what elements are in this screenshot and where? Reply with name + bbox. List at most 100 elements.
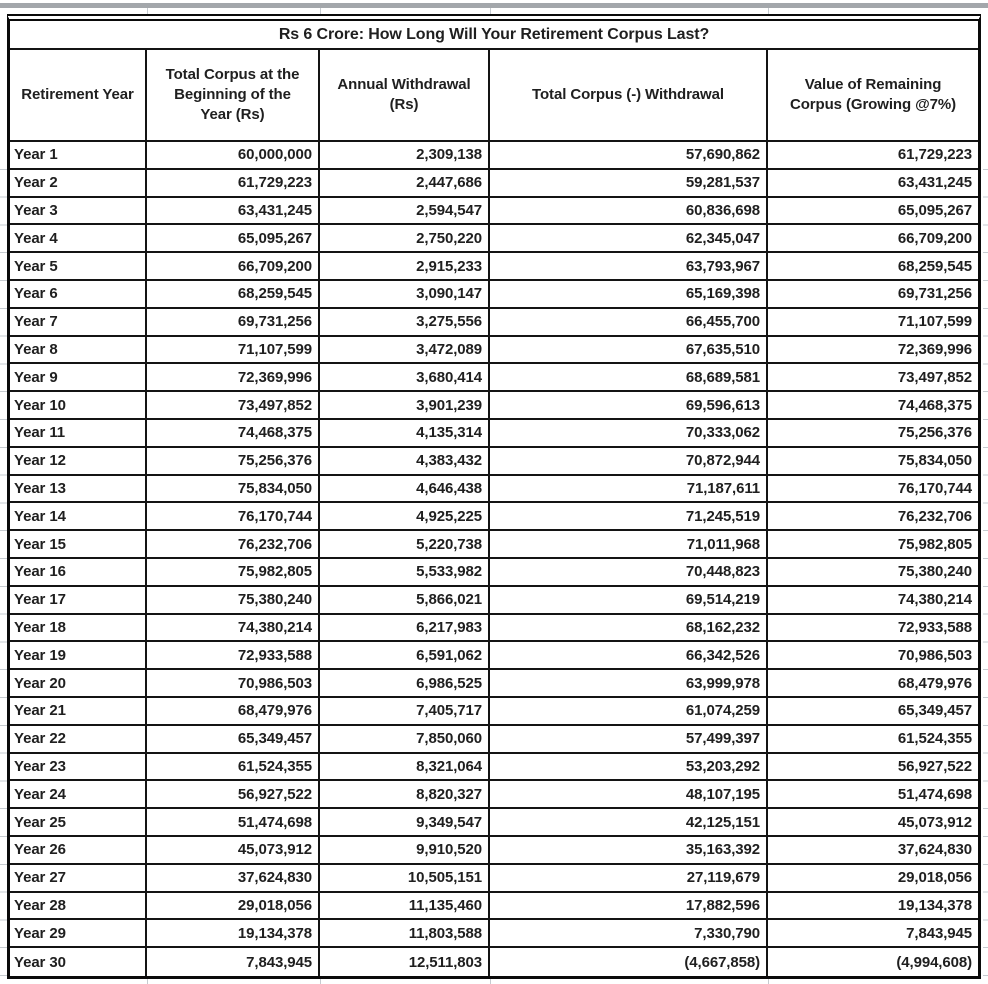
table-row: Year 7 69,731,256 3,275,556 66,455,700 71,10… — [10, 308, 978, 337]
table-row: Year 19 72,933,588 6,591,062 66,342,526 70,9… — [10, 642, 978, 671]
year-cell: Year 20 — [10, 670, 147, 696]
corpus-begin-cell: 69,731,256 — [147, 308, 320, 335]
table-row: Year 30 7,843,945 12,511,803 (4,667,858) (4,… — [10, 948, 978, 976]
corpus-minus-withdrawal-cell: 53,203,292 — [490, 753, 768, 780]
corpus-minus-withdrawal-cell: 70,333,062 — [490, 419, 768, 446]
row-gridlines-left-gutter — [0, 142, 7, 976]
withdrawal-cell: 11,803,588 — [320, 920, 490, 947]
corpus-minus-withdrawal-cell: 70,872,944 — [490, 447, 768, 474]
corpus-begin-cell: 66,709,200 — [147, 253, 320, 279]
year-cell: Year 13 — [10, 475, 147, 502]
remaining-value-cell: 74,380,214 — [897, 591, 972, 609]
table-row: Year 9 72,369,996 3,680,414 68,689,581 73,49… — [10, 364, 978, 393]
header-corpus-minus-withdrawal: Total Corpus (-) Withdrawal — [490, 50, 768, 140]
row-gridlines-right-gutter — [983, 142, 988, 976]
year-cell: Year 8 — [10, 336, 147, 363]
remaining-value-cell: 63,431,245 — [897, 174, 972, 192]
withdrawal-cell: 5,533,982 — [320, 558, 490, 585]
corpus-begin-cell: 75,982,805 — [147, 558, 320, 585]
withdrawal-cell: 7,850,060 — [320, 725, 490, 752]
withdrawal-cell: 3,275,556 — [320, 308, 490, 335]
year-cell: Year 15 — [10, 531, 147, 557]
corpus-begin-cell: 75,834,050 — [147, 475, 320, 502]
year-cell: Year 2 — [10, 169, 147, 196]
year-cell: Year 9 — [10, 364, 147, 391]
year-cell: Year 25 — [10, 809, 147, 835]
corpus-minus-withdrawal-cell: 59,281,537 — [490, 169, 768, 196]
remaining-value-cell: 72,933,588 — [897, 618, 972, 636]
corpus-minus-withdrawal-cell: 48,107,195 — [490, 781, 768, 808]
corpus-minus-withdrawal-cell: 66,455,700 — [490, 308, 768, 335]
withdrawal-cell: 11,135,460 — [320, 892, 490, 919]
corpus-begin-cell: 45,073,912 — [147, 836, 320, 863]
year-cell: Year 10 — [10, 392, 147, 418]
remaining-value-cell: 71,107,599 — [897, 313, 972, 331]
table-row: Year 17 75,380,240 5,866,021 69,514,219 74,3… — [10, 586, 978, 615]
withdrawal-cell: 2,915,233 — [320, 253, 490, 279]
withdrawal-cell: 2,750,220 — [320, 225, 490, 252]
withdrawal-cell: 8,321,064 — [320, 753, 490, 780]
corpus-minus-withdrawal-cell: 42,125,151 — [490, 809, 768, 835]
year-cell: Year 18 — [10, 614, 147, 641]
corpus-begin-cell: 68,259,545 — [147, 280, 320, 307]
withdrawal-cell: 3,901,239 — [320, 392, 490, 418]
column-gridline — [490, 979, 491, 984]
corpus-begin-cell: 75,256,376 — [147, 447, 320, 474]
corpus-begin-cell: 75,380,240 — [147, 586, 320, 613]
table-row: Year 3 63,431,245 2,594,547 60,836,698 65,09… — [10, 197, 978, 226]
year-cell: Year 30 — [10, 948, 147, 976]
corpus-begin-cell: 63,431,245 — [147, 197, 320, 224]
corpus-minus-withdrawal-cell: 27,119,679 — [490, 864, 768, 891]
table-row: Year 24 56,927,522 8,820,327 48,107,195 51,4… — [10, 781, 978, 810]
table-row: Year 13 75,834,050 4,646,438 71,187,611 76,1… — [10, 475, 978, 504]
withdrawal-cell: 10,505,151 — [320, 864, 490, 891]
year-cell: Year 21 — [10, 697, 147, 724]
corpus-minus-withdrawal-cell: 68,162,232 — [490, 614, 768, 641]
year-cell: Year 11 — [10, 419, 147, 446]
withdrawal-cell: 6,591,062 — [320, 642, 490, 669]
remaining-value-cell: (4,994,608) — [896, 953, 972, 971]
remaining-value-cell: 72,369,996 — [897, 340, 972, 358]
table-row: Year 12 75,256,376 4,383,432 70,872,944 75,8… — [10, 447, 978, 476]
table-row: Year 18 74,380,214 6,217,983 68,162,232 72,9… — [10, 614, 978, 643]
table-row: Year 29 19,134,378 11,803,588 7,330,790 7,84… — [10, 920, 978, 949]
remaining-value-cell: 61,524,355 — [897, 730, 972, 748]
corpus-begin-cell: 61,729,223 — [147, 169, 320, 196]
remaining-value-cell: 74,468,375 — [897, 396, 972, 414]
corpus-minus-withdrawal-cell: 65,169,398 — [490, 280, 768, 307]
remaining-value-cell: 29,018,056 — [897, 869, 972, 887]
table-row: Year 25 51,474,698 9,349,547 42,125,151 45,0… — [10, 809, 978, 837]
table-row: Year 8 71,107,599 3,472,089 67,635,510 72,36… — [10, 336, 978, 365]
year-cell: Year 22 — [10, 725, 147, 752]
withdrawal-cell: 4,925,225 — [320, 503, 490, 530]
corpus-minus-withdrawal-cell: 71,245,519 — [490, 503, 768, 530]
corpus-begin-cell: 70,986,503 — [147, 670, 320, 696]
remaining-value-cell: 61,729,223 — [897, 146, 972, 164]
table-row: Year 4 65,095,267 2,750,220 62,345,047 66,70… — [10, 225, 978, 254]
year-cell: Year 23 — [10, 753, 147, 780]
table-row: Year 14 76,170,744 4,925,225 71,245,519 76,2… — [10, 503, 978, 532]
header-retirement-year: Retirement Year — [10, 50, 147, 140]
header-annual-withdrawal: Annual Withdrawal (Rs) — [320, 50, 490, 140]
column-gridline — [490, 8, 491, 15]
remaining-value-cell: 76,170,744 — [897, 479, 972, 497]
corpus-begin-cell: 76,170,744 — [147, 503, 320, 530]
table-row: Year 20 70,986,503 6,986,525 63,999,978 68,4… — [10, 670, 978, 698]
withdrawal-cell: 3,090,147 — [320, 280, 490, 307]
remaining-value-cell: 68,259,545 — [897, 257, 972, 275]
corpus-begin-cell: 29,018,056 — [147, 892, 320, 919]
table-row: Year 5 66,709,200 2,915,233 63,793,967 68,25… — [10, 253, 978, 281]
corpus-begin-cell: 51,474,698 — [147, 809, 320, 835]
withdrawal-cell: 9,910,520 — [320, 836, 490, 863]
table-row: Year 10 73,497,852 3,901,239 69,596,613 74,4… — [10, 392, 978, 420]
corpus-begin-cell: 19,134,378 — [147, 920, 320, 947]
remaining-value-cell: 75,256,376 — [897, 424, 972, 442]
corpus-minus-withdrawal-cell: 69,514,219 — [490, 586, 768, 613]
table-row: Year 22 65,349,457 7,850,060 57,499,397 61,5… — [10, 725, 978, 754]
corpus-minus-withdrawal-cell: 67,635,510 — [490, 336, 768, 363]
corpus-begin-cell: 60,000,000 — [147, 142, 320, 168]
year-cell: Year 3 — [10, 197, 147, 224]
remaining-value-cell: 73,497,852 — [897, 368, 972, 386]
remaining-value-cell: 66,709,200 — [897, 229, 972, 247]
year-cell: Year 16 — [10, 558, 147, 585]
